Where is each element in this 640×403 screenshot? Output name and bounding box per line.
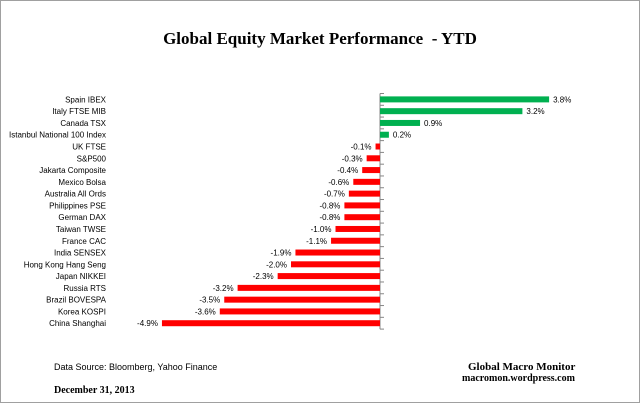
data-label: -0.8% [319, 213, 340, 222]
category-label: Mexico Bolsa [58, 178, 106, 187]
bar [380, 108, 523, 115]
brand-site: macromon.wordpress.com [462, 373, 575, 384]
category-label: Hong Kong Hang Seng [24, 260, 106, 269]
bar [380, 131, 389, 138]
bar [331, 237, 380, 244]
brand-name: Global Macro Monitor [468, 361, 576, 373]
data-label: -0.3% [342, 154, 363, 163]
bar [375, 143, 380, 150]
category-label: Korea KOSPI [58, 307, 106, 316]
data-source: Data Source: Bloomberg, Yahoo Finance [54, 362, 218, 372]
category-label: China Shanghai [49, 319, 106, 328]
data-label: -1.0% [311, 225, 332, 234]
bar [219, 308, 380, 315]
bar [348, 190, 380, 197]
bar [380, 96, 550, 103]
bar [224, 296, 380, 303]
category-label: Istanbul National 100 Index [9, 131, 106, 140]
data-label: 0.9% [424, 119, 442, 128]
bar [161, 320, 380, 327]
category-label: France CAC [62, 237, 106, 246]
data-label: 0.2% [393, 131, 411, 140]
bar [362, 167, 380, 174]
category-label: Canada TSX [60, 119, 106, 128]
category-label: Russia RTS [63, 284, 106, 293]
category-label: India SENSEX [54, 249, 107, 258]
data-label: -4.9% [137, 319, 158, 328]
data-label: -0.8% [319, 201, 340, 210]
date: December 31, 2013 [54, 385, 135, 396]
data-label: 3.2% [526, 107, 544, 116]
category-label: Taiwan TWSE [56, 225, 106, 234]
bar [353, 178, 380, 185]
category-label: S&P500 [77, 154, 107, 163]
category-label: Australia All Ords [45, 190, 106, 199]
data-label: -0.7% [324, 190, 345, 199]
bar [380, 119, 421, 126]
bar [277, 273, 380, 280]
data-label: -0.6% [328, 178, 349, 187]
bar [366, 155, 380, 162]
bar [291, 261, 380, 268]
data-label: -0.1% [351, 143, 372, 152]
data-label: -0.4% [337, 166, 358, 175]
category-label: Jakarta Composite [39, 166, 106, 175]
category-label: German DAX [58, 213, 106, 222]
bar [344, 202, 380, 209]
data-label: -2.3% [253, 272, 274, 281]
category-label: Spain IBEX [65, 95, 107, 104]
bar [295, 249, 380, 256]
category-label: Brazil BOVESPA [46, 296, 107, 305]
data-label: -1.1% [306, 237, 327, 246]
category-label: Italy FTSE MIB [52, 107, 106, 116]
data-label: -2.0% [266, 260, 287, 269]
data-label: -3.2% [213, 284, 234, 293]
category-label: UK FTSE [72, 143, 106, 152]
data-label: -3.5% [199, 296, 220, 305]
chart-title: Global Equity Market Performance - YTD [163, 29, 477, 48]
category-label: Japan NIKKEI [56, 272, 106, 281]
bar [237, 284, 380, 291]
data-label: -1.9% [271, 249, 292, 258]
data-label: 3.8% [553, 95, 571, 104]
data-label: -3.6% [195, 307, 216, 316]
category-label: Philippines PSE [49, 201, 106, 210]
bar [335, 225, 380, 232]
bar [344, 214, 380, 221]
